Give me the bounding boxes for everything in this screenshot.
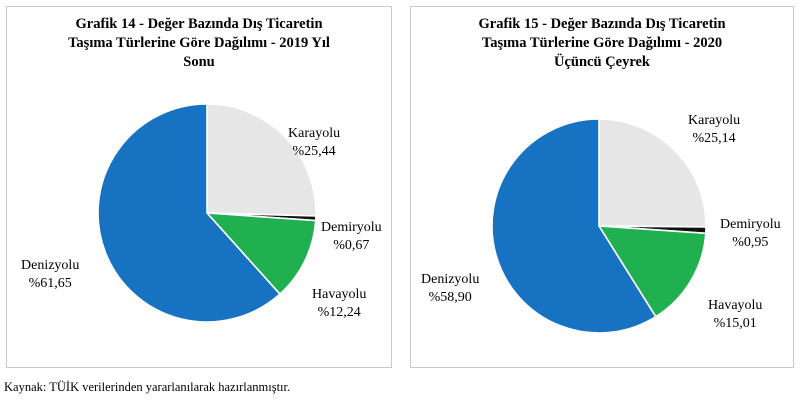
pie-slice-havayolu (206, 212, 317, 295)
chart-title-line: Grafik 14 - Değer Bazında Dış Ticaretin (75, 16, 323, 32)
chart-title-line: Üçüncü Çeyrek (554, 54, 650, 70)
chart-panel-grafik-14: Grafik 14 - Değer Bazında Dış Ticaretin … (6, 6, 392, 368)
slice-value: %12,24 (317, 305, 361, 320)
slice-label-demiryolu: Demiryolu %0,95 (720, 216, 781, 252)
slice-value: %61,65 (28, 276, 72, 291)
source-note: Kaynak: TÜİK verilerinden yararlanılarak… (4, 380, 291, 394)
chart-panel-grafik-15: Grafik 15 - Değer Bazında Dış Ticaretin … (410, 6, 794, 368)
pie-slice-havayolu (598, 225, 707, 318)
pie-slice-denizyolu (491, 118, 657, 334)
slice-name: Karayolu (688, 113, 741, 128)
slice-name: Havayolu (708, 298, 763, 313)
slice-value: %0,95 (732, 235, 769, 250)
slice-name: Havayolu (312, 287, 367, 302)
slice-name: Demiryolu (720, 217, 781, 232)
pie-slice-karayolu (598, 118, 707, 228)
slice-label-havayolu: Havayolu %15,01 (708, 297, 762, 333)
chart-title-line: Taşıma Türlerine Göre Dağılımı - 2020 (481, 35, 723, 51)
slice-name: Karayolu (288, 126, 341, 141)
slice-name: Denizyolu (421, 272, 480, 287)
pie-chart (97, 103, 317, 323)
slice-value: %0,67 (333, 238, 370, 253)
pie-chart (491, 118, 707, 334)
chart-title: Grafik 15 - Değer Bazında Dış Ticaretin … (421, 15, 783, 72)
slice-value: %15,01 (713, 316, 757, 331)
slice-value: %25,14 (692, 131, 736, 146)
slice-name: Demiryolu (321, 220, 382, 235)
slice-label-demiryolu: Demiryolu %0,67 (321, 219, 382, 255)
chart-title-line: Sonu (183, 54, 215, 70)
slice-label-havayolu: Havayolu %12,24 (312, 286, 366, 322)
slice-label-karayolu: Karayolu %25,14 (688, 112, 740, 148)
slice-label-denizyolu: Denizyolu %61,65 (21, 257, 79, 293)
slice-label-denizyolu: Denizyolu %58,90 (421, 271, 479, 307)
pie-slice-karayolu (206, 103, 317, 217)
chart-title-line: Taşıma Türlerine Göre Dağılımı - 2019 Yı… (68, 35, 330, 51)
slice-label-karayolu: Karayolu %25,44 (288, 125, 340, 161)
slice-value: %25,44 (292, 144, 336, 159)
slice-value: %58,90 (428, 290, 472, 305)
slice-name: Denizyolu (21, 258, 80, 273)
pie-slice-denizyolu (97, 103, 281, 323)
chart-title-line: Grafik 15 - Değer Bazında Dış Ticaretin (478, 16, 726, 32)
chart-title: Grafik 14 - Değer Bazında Dış Ticaretin … (17, 15, 381, 72)
